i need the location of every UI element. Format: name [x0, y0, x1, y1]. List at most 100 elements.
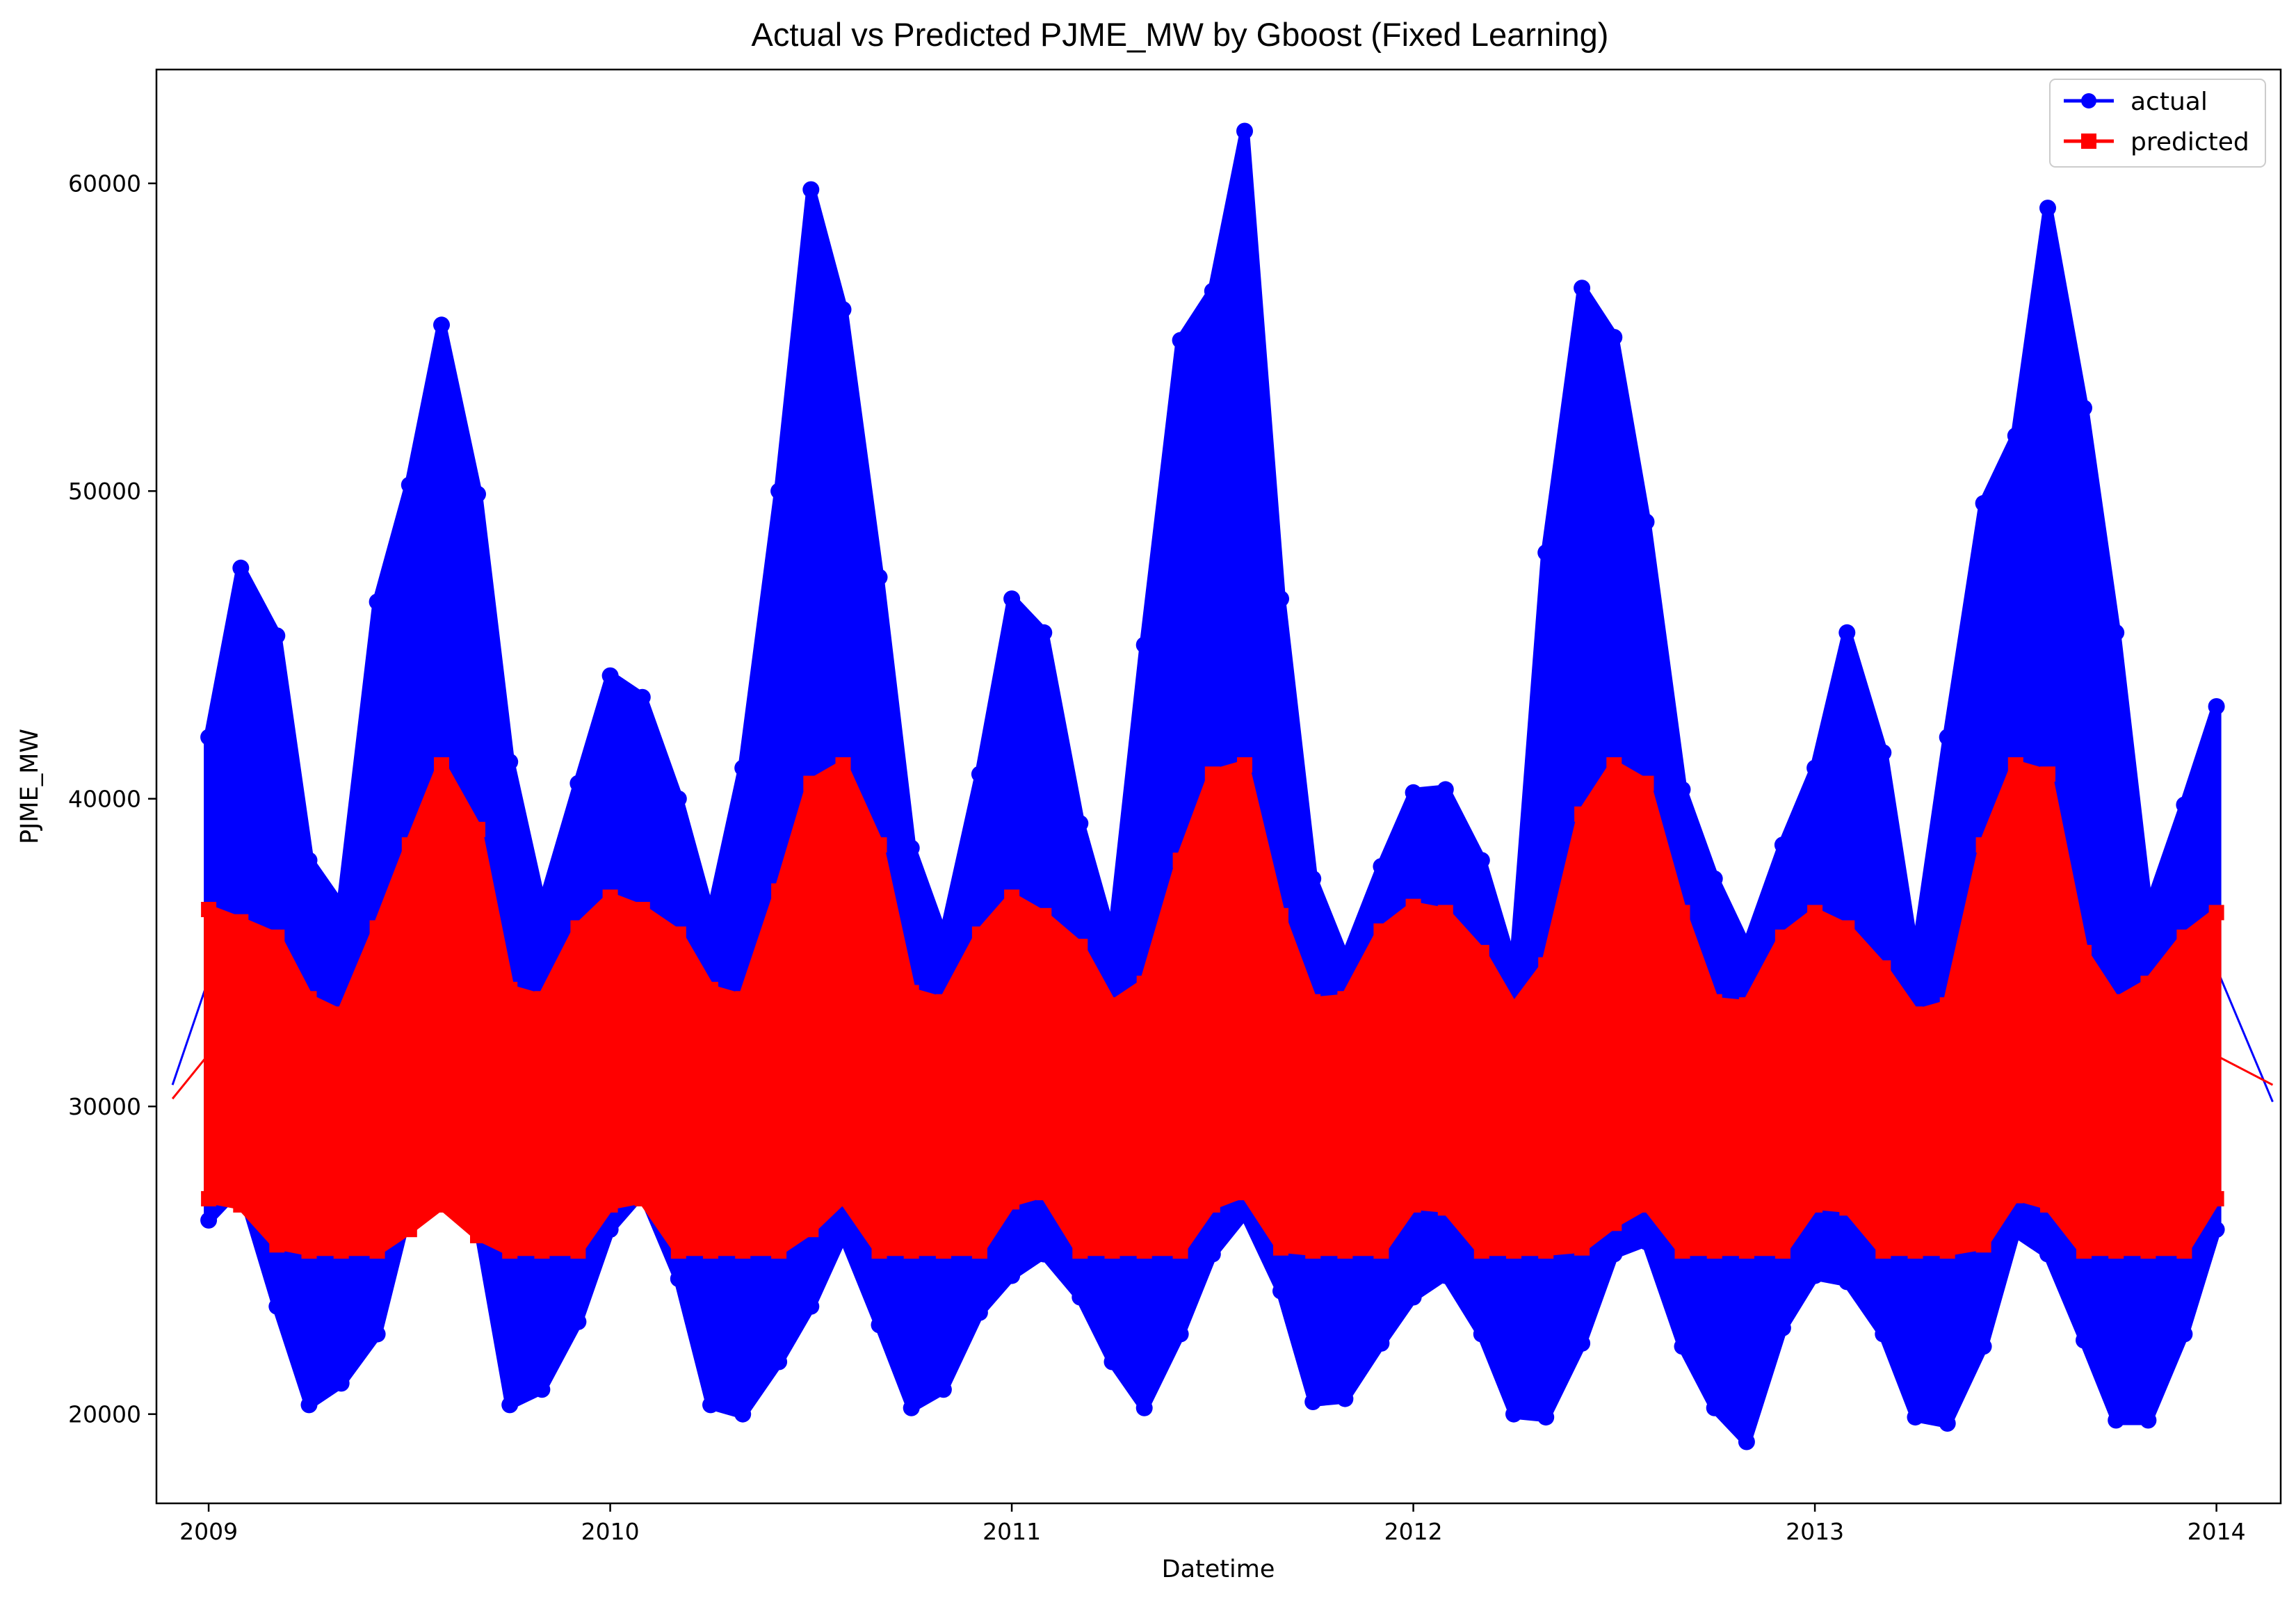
x-axis-label: Datetime	[1162, 1555, 1275, 1583]
data-point	[1638, 1197, 1654, 1213]
data-point	[534, 991, 550, 1007]
y-tick-label: 60000	[68, 170, 141, 197]
data-point	[2108, 624, 2125, 641]
data-point	[401, 476, 418, 494]
data-point	[834, 1227, 852, 1244]
data-point	[1473, 944, 1489, 960]
data-point	[834, 301, 852, 318]
legend-marker-actual	[2081, 93, 2096, 108]
data-point	[1939, 729, 1956, 746]
series-layer	[171, 122, 2274, 1450]
data-point	[971, 1243, 987, 1259]
data-point	[602, 889, 618, 905]
data-point	[971, 926, 987, 942]
data-point	[871, 837, 887, 853]
data-point	[734, 1405, 752, 1423]
data-point	[935, 1381, 952, 1398]
data-point	[470, 821, 485, 837]
data-point	[1875, 1325, 1892, 1343]
y-tick-label: 40000	[68, 786, 141, 813]
data-point	[533, 1381, 551, 1398]
data-point	[300, 1396, 318, 1414]
data-point	[1336, 950, 1354, 967]
data-point	[1674, 1243, 1690, 1259]
data-point	[1774, 929, 1790, 945]
series-predicted-markers	[201, 757, 2224, 1259]
data-point	[2076, 944, 2092, 960]
data-point	[1774, 1243, 1790, 1259]
data-point	[1538, 957, 1554, 973]
data-point	[502, 982, 518, 997]
data-point	[1738, 997, 1754, 1013]
data-point	[1506, 1000, 1521, 1016]
data-point	[300, 852, 318, 869]
data-point	[1373, 858, 1390, 875]
data-point	[1506, 1243, 1521, 1259]
data-point	[702, 1396, 719, 1414]
data-point	[1806, 759, 1824, 777]
data-point	[1437, 905, 1453, 921]
data-point	[268, 627, 286, 645]
data-point	[1674, 905, 1690, 921]
data-point	[1505, 1405, 1522, 1423]
x-tick-label: 2011	[983, 1518, 1041, 1545]
data-point	[935, 994, 951, 1010]
data-point	[1036, 1185, 1052, 1201]
data-point	[2140, 1243, 2156, 1259]
data-point	[434, 1197, 449, 1213]
data-point	[1305, 1243, 1321, 1259]
data-point	[1035, 624, 1053, 641]
data-point	[2039, 1245, 2056, 1263]
data-point	[971, 1304, 988, 1321]
data-point	[1505, 960, 1522, 977]
legend-label-actual: actual	[2131, 88, 2208, 116]
data-point	[1907, 1409, 1924, 1426]
data-point	[2176, 796, 2193, 814]
data-point	[1273, 907, 1288, 923]
data-point	[1373, 1243, 1389, 1259]
data-point	[1405, 1197, 1421, 1213]
data-point	[1738, 1243, 1754, 1259]
x-tick-label: 2014	[2188, 1518, 2246, 1545]
data-point	[1674, 1338, 1691, 1355]
y-tick-label: 30000	[68, 1093, 141, 1120]
data-point	[1172, 1243, 1188, 1259]
data-point	[1838, 624, 1856, 641]
data-point	[1104, 997, 1120, 1013]
data-point	[332, 898, 350, 915]
data-point	[2140, 901, 2157, 918]
data-point	[835, 757, 851, 773]
data-point	[1036, 907, 1052, 923]
y-axis: 20000 30000 40000 50000 60000	[68, 170, 156, 1428]
data-point	[1204, 766, 1220, 782]
data-point	[332, 1375, 350, 1392]
data-point	[1774, 1319, 1791, 1336]
data-point	[1003, 590, 1021, 608]
data-point	[201, 1190, 217, 1206]
data-point	[2208, 698, 2225, 715]
legend-label-predicted: predicted	[2131, 128, 2249, 156]
data-point	[2040, 766, 2055, 782]
series-tail-left	[171, 1053, 210, 1100]
data-point	[469, 485, 486, 503]
data-point	[1907, 1243, 1923, 1259]
data-point	[1072, 1288, 1089, 1306]
data-point	[1004, 1194, 1020, 1210]
data-point	[268, 1298, 286, 1315]
data-point	[1135, 636, 1153, 654]
data-point	[433, 316, 450, 334]
data-point	[1606, 329, 1623, 346]
data-point	[233, 914, 249, 930]
data-point	[771, 883, 787, 899]
data-point	[1706, 870, 1723, 887]
data-point	[602, 1197, 618, 1213]
data-point	[1204, 282, 1221, 300]
x-tick-label: 2012	[1384, 1518, 1443, 1545]
data-point	[333, 1243, 349, 1259]
data-point	[670, 1243, 686, 1259]
data-point	[2208, 905, 2224, 921]
data-point	[1774, 837, 1791, 854]
data-point	[369, 1243, 385, 1259]
data-point	[1975, 494, 1992, 512]
